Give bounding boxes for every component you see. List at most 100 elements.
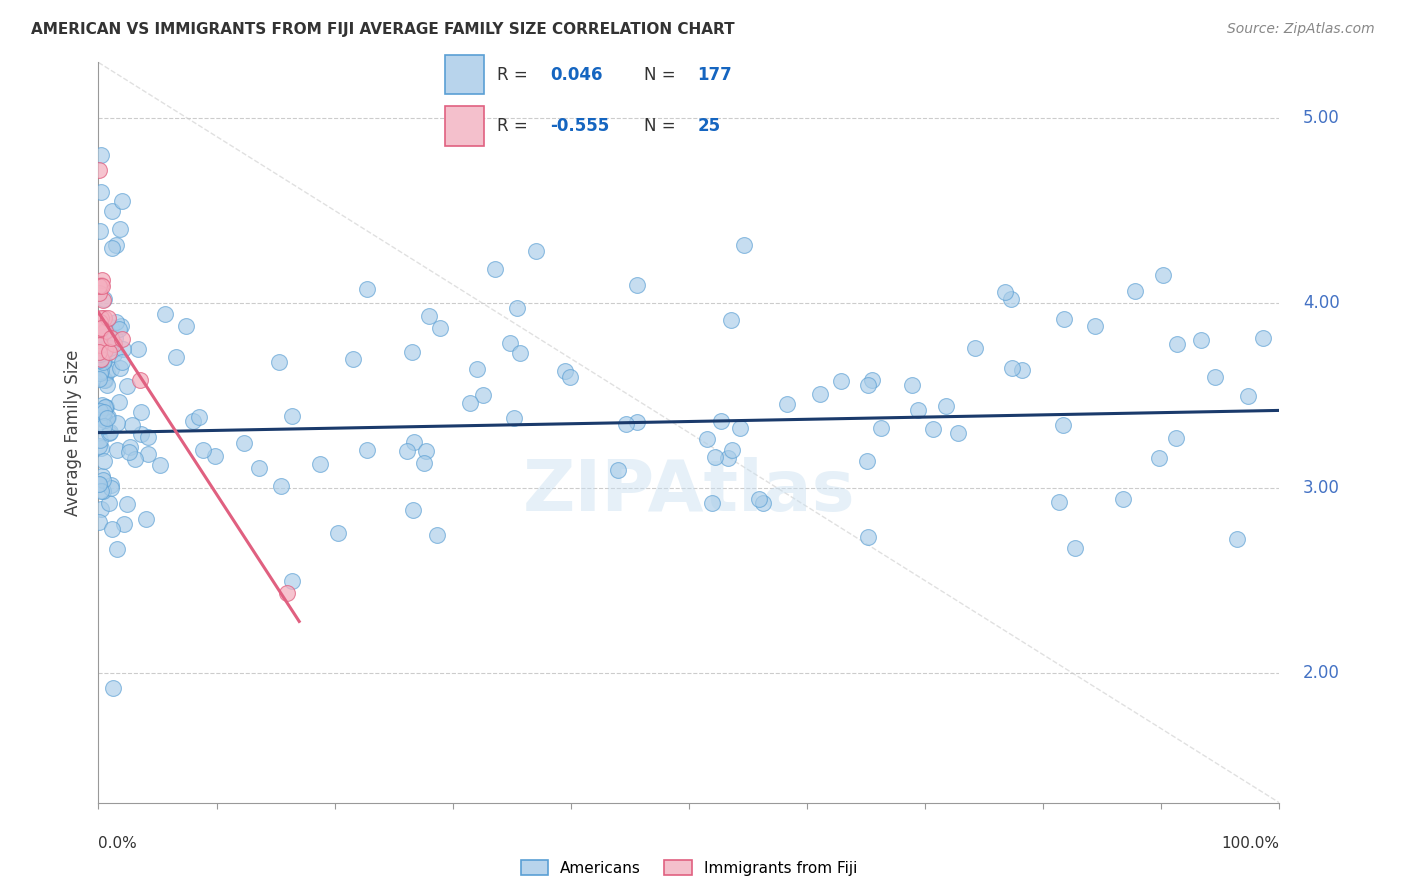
Point: [717, 450, 740, 465]
Point: [112, 342, 135, 356]
Point: [1052, 417, 1074, 432]
Point: [87, 327, 110, 342]
Text: 3.00: 3.00: [1303, 479, 1340, 497]
Point: [90, 483, 112, 498]
Point: [104, 237, 127, 252]
Point: [127, 342, 149, 356]
FancyBboxPatch shape: [444, 55, 484, 95]
Point: [90, 502, 112, 516]
Point: [1164, 431, 1187, 445]
Point: [90, 278, 112, 293]
Point: [91, 278, 114, 293]
Point: [89, 404, 111, 418]
Text: ZIPAtlas: ZIPAtlas: [523, 458, 855, 526]
Point: [907, 402, 929, 417]
Point: [90, 185, 112, 199]
Point: [94, 400, 117, 414]
Point: [91, 483, 114, 498]
Point: [87, 162, 110, 177]
Point: [128, 373, 150, 387]
Point: [1189, 333, 1212, 347]
Point: [418, 309, 440, 323]
Point: [458, 396, 481, 410]
Point: [90, 325, 112, 339]
Point: [401, 344, 423, 359]
Point: [111, 332, 134, 346]
Point: [900, 378, 922, 392]
Point: [429, 321, 451, 335]
Point: [1226, 532, 1249, 546]
Point: [90, 398, 112, 412]
Point: [471, 388, 494, 402]
Point: [104, 331, 127, 345]
Y-axis label: Average Family Size: Average Family Size: [65, 350, 83, 516]
Legend: Americans, Immigrants from Fiji: Americans, Immigrants from Fiji: [516, 855, 862, 880]
Point: [104, 315, 127, 329]
Point: [90, 273, 112, 287]
Point: [1166, 337, 1188, 351]
Point: [93, 412, 115, 426]
Point: [136, 430, 159, 444]
Point: [733, 238, 755, 252]
Point: [112, 517, 135, 532]
Point: [751, 496, 773, 510]
Point: [120, 440, 142, 454]
Point: [204, 449, 226, 463]
Point: [87, 372, 110, 386]
Point: [90, 364, 112, 378]
Point: [165, 350, 187, 364]
Point: [720, 313, 742, 327]
Point: [90, 442, 112, 456]
Point: [87, 286, 110, 301]
Text: Source: ZipAtlas.com: Source: ZipAtlas.com: [1227, 22, 1375, 37]
Point: [93, 310, 115, 325]
Point: [93, 343, 115, 358]
Point: [93, 293, 115, 307]
Point: [554, 363, 576, 377]
Point: [89, 433, 111, 447]
Point: [1112, 491, 1135, 506]
Point: [91, 293, 114, 308]
Point: [558, 370, 581, 384]
Text: 25: 25: [697, 117, 721, 135]
Point: [96, 365, 118, 379]
Point: [94, 373, 117, 387]
Point: [174, 319, 197, 334]
Point: [187, 409, 209, 424]
Point: [860, 373, 883, 387]
Point: [129, 405, 152, 419]
Point: [276, 586, 298, 600]
Point: [413, 456, 436, 470]
Point: [93, 419, 115, 434]
Point: [87, 333, 110, 347]
Point: [426, 528, 449, 542]
Point: [98, 341, 121, 355]
Point: [90, 350, 112, 364]
Point: [87, 279, 110, 293]
Text: N =: N =: [644, 66, 675, 84]
Point: [110, 222, 132, 236]
Point: [921, 422, 943, 436]
Point: [93, 454, 115, 468]
Point: [93, 354, 115, 368]
Text: 0.0%: 0.0%: [98, 836, 138, 851]
Point: [415, 443, 437, 458]
Point: [111, 194, 134, 209]
Point: [1123, 284, 1146, 298]
Point: [328, 526, 350, 541]
Text: R =: R =: [496, 66, 527, 84]
Point: [101, 203, 124, 218]
Point: [87, 439, 110, 453]
Point: [90, 469, 112, 483]
Point: [1152, 268, 1174, 282]
Point: [395, 444, 418, 458]
Point: [935, 399, 957, 413]
Point: [281, 409, 304, 424]
Point: [97, 330, 120, 344]
Point: [90, 352, 112, 367]
Point: [136, 447, 159, 461]
Point: [356, 283, 378, 297]
Point: [1047, 494, 1070, 508]
Text: 100.0%: 100.0%: [1222, 836, 1279, 851]
Point: [1053, 312, 1076, 326]
